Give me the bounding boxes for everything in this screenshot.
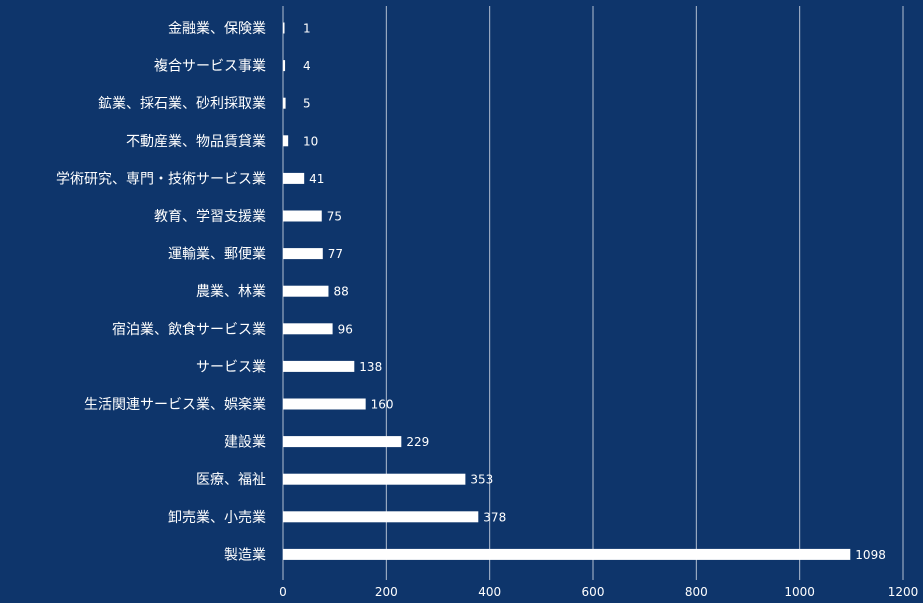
bar [283,135,289,147]
category-label: 不動産業、物品賃貸業 [126,134,266,150]
value-label: 1098 [855,548,886,562]
bar [283,210,322,222]
value-label: 5 [303,97,311,111]
value-label: 4 [303,59,311,73]
value-label: 160 [371,398,394,412]
bar [283,323,333,335]
x-tick-label: 0 [279,585,287,599]
bar [283,248,323,260]
value-label: 138 [359,360,382,374]
x-tick-label: 600 [582,585,605,599]
value-label: 75 [327,210,342,224]
category-label: 宿泊業、飲食サービス業 [112,321,266,338]
category-label: 複合サービス事業 [154,58,266,75]
x-tick-label: 200 [375,585,398,599]
value-label: 88 [333,285,348,299]
grid-layer [282,6,904,580]
bar [283,548,851,560]
category-label: 学術研究、専門・技術サービス業 [56,171,266,187]
value-label: 77 [328,247,343,261]
category-label: 金融業、保険業 [168,21,266,37]
category-label: 建設業 [224,435,266,451]
category-label: 医療、福祉 [196,471,266,488]
category-label: 卸売業、小売業 [168,510,266,526]
x-tick-label: 1200 [888,585,919,599]
category-label: 製造業 [224,547,266,563]
value-label: 229 [406,435,429,449]
value-label: 41 [309,172,324,186]
bar [283,60,286,72]
bar [283,172,305,184]
category-label: サービス業 [196,359,266,375]
bar [283,511,479,523]
value-label: 353 [470,473,493,487]
category-label: 鉱業、採石業、砂利採取業 [98,95,266,112]
x-tick-label: 1000 [784,585,815,599]
bar [283,285,329,297]
category-labels: 金融業、保険業複合サービス事業鉱業、採石業、砂利採取業不動産業、物品賃貸業学術研… [56,21,266,563]
x-tick-label: 800 [685,585,708,599]
x-tick-label: 400 [478,585,501,599]
value-label: 1 [303,22,311,36]
category-label: 運輸業、郵便業 [168,247,266,263]
bar [283,398,366,410]
value-label: 96 [338,322,353,336]
category-label: 教育、学習支援業 [154,209,266,225]
x-axis-ticks: 0 200 400 600 800 1000 1200 [279,585,918,599]
value-label: 10 [303,134,318,148]
value-label: 378 [483,510,506,524]
bar [283,436,402,448]
value-labels: 1 4 5 10 41 75 77 88 96 138 160 229 353 378 1098 [303,22,886,562]
bar [283,473,466,485]
bar [283,360,355,372]
bar [283,22,285,34]
category-label: 生活関連サービス業、娯楽業 [84,397,266,413]
bar [283,97,286,109]
bars-layer [283,22,851,560]
category-label: 農業、林業 [196,284,266,300]
